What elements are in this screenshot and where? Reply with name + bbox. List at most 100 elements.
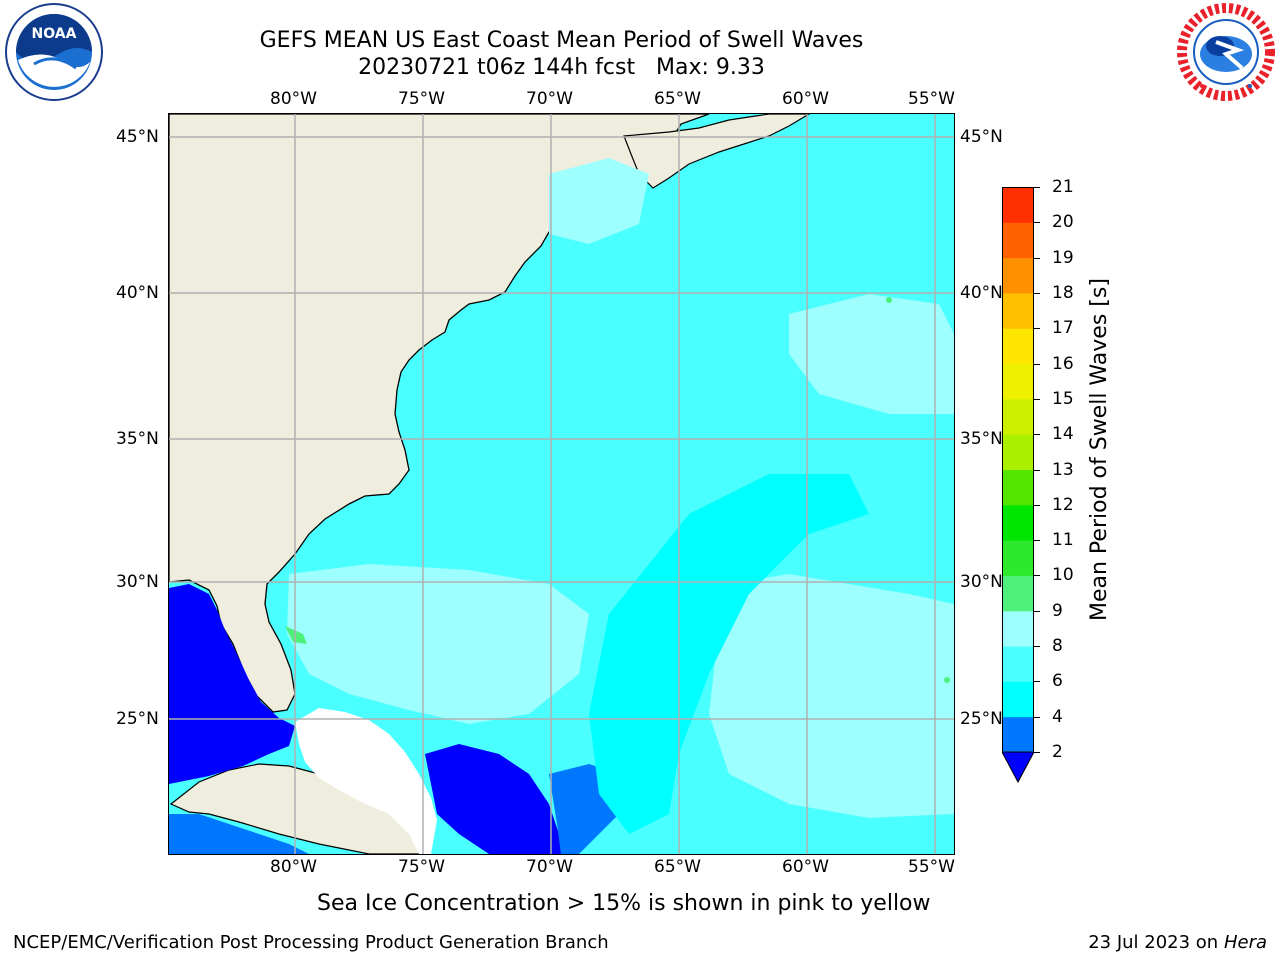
colorbar-tick-label: 10 — [1052, 565, 1074, 586]
green-spot — [886, 297, 892, 303]
colorbar-tick-label: 4 — [1052, 706, 1063, 727]
colorbar-segment — [1002, 434, 1034, 470]
lon-label-bottom-80w: 80°W — [270, 857, 317, 877]
lat-label-left-40n: 40°N — [116, 283, 159, 303]
nws-logo-icon — [1176, 2, 1276, 102]
colorbar-tick-mark — [1034, 575, 1040, 577]
colorbar-tick-mark — [1034, 646, 1040, 648]
colorbar-segment — [1002, 681, 1034, 718]
colorbar-tick-label: 9 — [1052, 600, 1063, 621]
colorbar-tick-label: 18 — [1052, 282, 1074, 303]
lat-label-right-30n: 30°N — [960, 572, 1003, 592]
colorbar-segment — [1002, 540, 1034, 576]
bahamas-shallows — [295, 708, 437, 854]
colorbar-tick-label: 14 — [1052, 424, 1074, 445]
colorbar-tick-mark — [1034, 716, 1040, 718]
colorbar-segment — [1002, 646, 1034, 682]
lon-label-top-75w: 75°W — [398, 89, 445, 109]
lat-label-left-30n: 30°N — [116, 572, 159, 592]
footer-machine: Hera — [1223, 932, 1267, 953]
colorbar-tick-mark — [1034, 222, 1040, 224]
colorbar — [1002, 187, 1034, 787]
colorbar-tick-mark — [1034, 610, 1040, 612]
colorbar-tick-mark — [1034, 328, 1040, 330]
lon-label-top-65w: 65°W — [654, 89, 701, 109]
swell-light-mid — [789, 294, 954, 414]
lat-label-right-25n: 25°N — [960, 709, 1003, 729]
lon-label-bottom-60w: 60°W — [782, 857, 829, 877]
sea-ice-note: Sea Ice Concentration > 15% is shown in … — [317, 891, 931, 916]
lon-label-top-80w: 80°W — [270, 89, 317, 109]
graticule — [169, 114, 954, 854]
colorbar-tick-label: 21 — [1052, 177, 1074, 197]
colorbar-segment — [1002, 257, 1034, 294]
colorbar-segment — [1002, 398, 1034, 435]
chart-title: GEFS MEAN US East Coast Mean Period of S… — [259, 28, 864, 53]
colorbar-tick-mark — [1034, 681, 1040, 683]
colorbar-segment — [1002, 469, 1034, 506]
colorbar-segment — [1002, 187, 1034, 223]
colorbar-label: Mean Period of Swell Waves [s] — [1087, 278, 1112, 621]
colorbar-tick-label: 13 — [1052, 459, 1074, 480]
colorbar-tick-mark — [1034, 504, 1040, 506]
colorbar-segment — [1002, 610, 1034, 647]
colorbar-segment — [1002, 575, 1034, 612]
lat-label-left-45n: 45°N — [116, 127, 159, 147]
colorbar-segment — [1002, 504, 1034, 541]
swell-deep-band — [589, 474, 869, 834]
swell-light-north — [549, 158, 649, 244]
colorbar-tick-label: 2 — [1052, 742, 1063, 762]
swell-light-east — [709, 574, 954, 818]
gulf-mid-blue — [169, 814, 309, 854]
colorbar-tick-mark — [1034, 292, 1040, 294]
lon-label-top-60w: 60°W — [782, 89, 829, 109]
lon-label-top-55w: 55°W — [908, 89, 955, 109]
colorbar-tick-mark — [1034, 187, 1040, 188]
footer-credit: NCEP/EMC/Verification Post Processing Pr… — [13, 932, 609, 953]
colorbar-tick-label: 17 — [1052, 318, 1074, 339]
colorbar-tick-label: 11 — [1052, 530, 1074, 551]
map-area — [169, 114, 954, 854]
colorbar-frame — [1002, 187, 1034, 753]
lat-label-left-35n: 35°N — [116, 429, 159, 449]
colorbar-tick-label: 8 — [1052, 636, 1063, 657]
lon-label-bottom-75w: 75°W — [398, 857, 445, 877]
lat-label-right-45n: 45°N — [960, 127, 1003, 147]
lon-label-top-70w: 70°W — [526, 89, 573, 109]
colorbar-tick-mark — [1034, 257, 1040, 259]
colorbar-tick-mark — [1034, 434, 1040, 436]
colorbar-tick-label: 20 — [1052, 212, 1074, 233]
lat-label-right-40n: 40°N — [960, 283, 1003, 303]
footer-date-text: 23 Jul 2023 on — [1088, 932, 1224, 953]
colorbar-tick-label: 12 — [1052, 494, 1074, 515]
colorbar-segment — [1002, 222, 1034, 259]
colorbar-segment — [1002, 363, 1034, 400]
noaa-logo-text: NOAA — [32, 26, 77, 42]
caribbean-dark-blue — [425, 744, 561, 854]
green-spot — [944, 677, 950, 683]
colorbar-segment — [1002, 716, 1034, 753]
footer-date: 23 Jul 2023 on Hera — [1088, 932, 1267, 954]
colorbar-tick-mark — [1034, 398, 1040, 400]
colorbar-segment — [1002, 328, 1034, 365]
colorbar-tick-mark — [1034, 540, 1040, 542]
colorbar-tick-label: 16 — [1052, 353, 1074, 374]
lon-label-bottom-55w: 55°W — [908, 857, 955, 877]
noaa-logo-icon: NOAA — [4, 2, 104, 102]
colorbar-tick-label: 6 — [1052, 671, 1063, 692]
colorbar-tick-mark — [1034, 469, 1040, 471]
colorbar-extend-arrow — [1002, 751, 1034, 784]
gulf-deep-blue — [169, 584, 295, 784]
chart-subtitle: 20230721 t06z 144h fcst Max: 9.33 — [358, 55, 765, 80]
lon-label-bottom-65w: 65°W — [654, 857, 701, 877]
colorbar-tick-label: 15 — [1052, 388, 1074, 409]
lon-label-bottom-70w: 70°W — [526, 857, 573, 877]
colorbar-tick-label: 19 — [1052, 247, 1074, 268]
swell-light-south — [287, 564, 589, 724]
colorbar-tick-mark — [1034, 363, 1040, 365]
green-spot — [285, 626, 307, 644]
colorbar-segment — [1002, 292, 1034, 329]
lat-label-left-25n: 25°N — [116, 709, 159, 729]
lat-label-right-35n: 35°N — [960, 429, 1003, 449]
colorbar-tick-mark — [1034, 752, 1040, 753]
